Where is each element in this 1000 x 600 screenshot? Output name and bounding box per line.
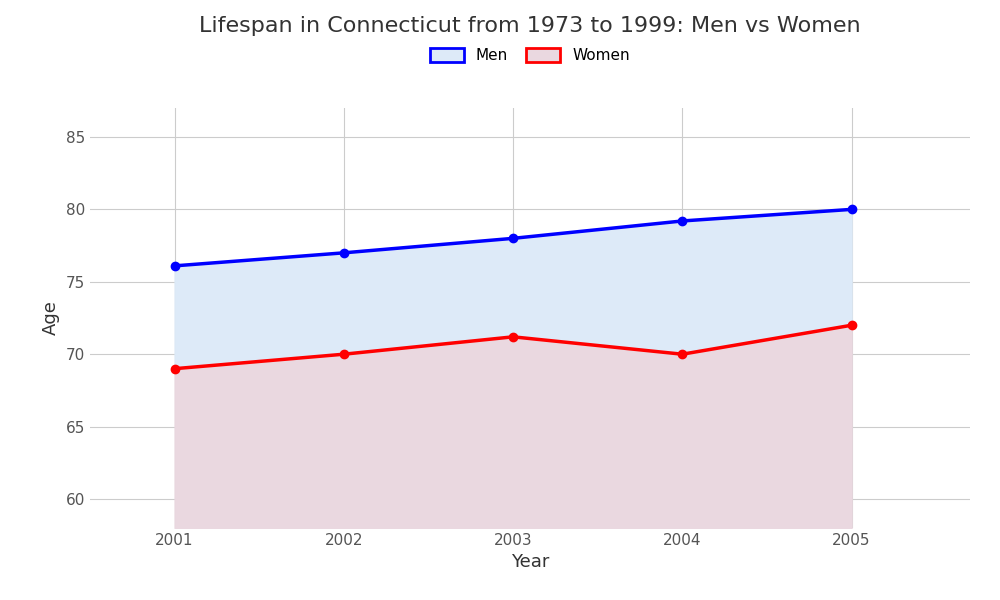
Title: Lifespan in Connecticut from 1973 to 1999: Men vs Women: Lifespan in Connecticut from 1973 to 199… <box>199 16 861 35</box>
X-axis label: Year: Year <box>511 553 549 571</box>
Y-axis label: Age: Age <box>42 301 60 335</box>
Legend: Men, Women: Men, Women <box>422 40 638 71</box>
